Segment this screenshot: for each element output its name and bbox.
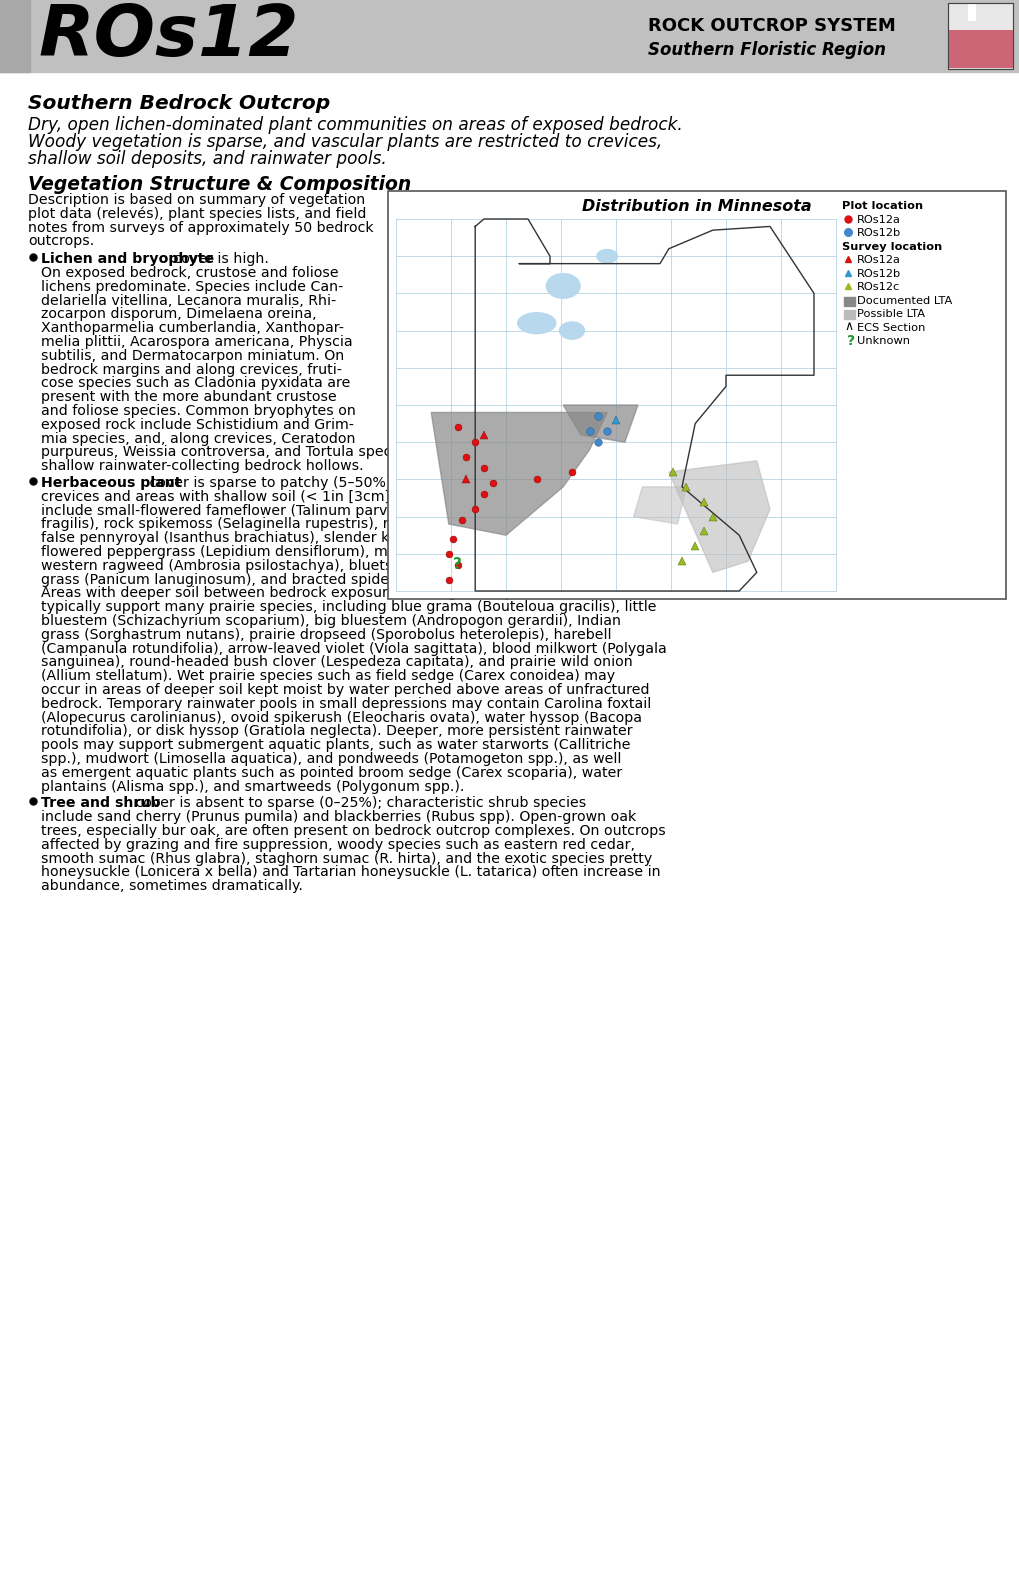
Text: mia species, and, along crevices, Ceratodon: mia species, and, along crevices, Cerato…: [41, 432, 356, 445]
Ellipse shape: [558, 322, 585, 339]
Bar: [0, 0, 1019, 73]
Text: false pennyroyal (Isanthus brachiatus), slender knotweed (Polygonum tenue), gree: false pennyroyal (Isanthus brachiatus), …: [41, 532, 645, 546]
Text: Lichen and bryophyte: Lichen and bryophyte: [41, 252, 214, 267]
Text: ROs12c: ROs12c: [856, 282, 900, 292]
Text: zocarpon disporum, Dimelaena oreina,: zocarpon disporum, Dimelaena oreina,: [41, 308, 316, 322]
Text: Documented LTA: Documented LTA: [856, 295, 952, 306]
Text: Plot location: Plot location: [841, 200, 922, 211]
Text: ECS Section: ECS Section: [856, 322, 924, 333]
Text: ROs12a: ROs12a: [856, 256, 900, 265]
Text: smooth sumac (Rhus glabra), staghorn sumac (R. hirta), and the exotic species pr: smooth sumac (Rhus glabra), staghorn sum…: [41, 852, 651, 866]
Bar: [967, 3, 975, 21]
Text: spp.), mudwort (Limosella aquatica), and pondweeds (Potamogeton spp.), as well: spp.), mudwort (Limosella aquatica), and…: [41, 753, 621, 765]
Text: Dry, open lichen-dominated plant communities on areas of exposed bedrock.: Dry, open lichen-dominated plant communi…: [28, 117, 682, 134]
Text: Description is based on summary of vegetation: Description is based on summary of veget…: [28, 193, 365, 207]
Text: western ragweed (Ambrosia psilostachya), bluets (Hedyotis longifolia), hairy pan: western ragweed (Ambrosia psilostachya),…: [41, 559, 628, 573]
Bar: [947, 3, 1012, 69]
Polygon shape: [668, 461, 769, 573]
Text: cover is absent to sparse (0–25%); characteristic shrub species: cover is absent to sparse (0–25%); chara…: [130, 797, 586, 811]
Text: lichens predominate. Species include Can-: lichens predominate. Species include Can…: [41, 279, 343, 294]
Text: ?: ?: [846, 335, 854, 349]
Text: cover is high.: cover is high.: [169, 252, 269, 267]
Text: bedrock. Temporary rainwater pools in small depressions may contain Carolina fox: bedrock. Temporary rainwater pools in sm…: [41, 697, 650, 710]
Text: Unknown: Unknown: [856, 336, 909, 346]
Text: Possible LTA: Possible LTA: [856, 309, 924, 319]
Text: fragilis), rock spikemoss (Selaginella rupestris), rusty woodsia (Woodsia ilvens: fragilis), rock spikemoss (Selaginella r…: [41, 518, 619, 532]
Text: Woody vegetation is sparse, and vascular plants are restricted to crevices,: Woody vegetation is sparse, and vascular…: [28, 133, 661, 151]
Text: Tree and shrub: Tree and shrub: [41, 797, 160, 811]
Text: abundance, sometimes dramatically.: abundance, sometimes dramatically.: [41, 879, 303, 893]
Text: (Campanula rotundifolia), arrow-leaved violet (Viola sagittata), blood milkwort : (Campanula rotundifolia), arrow-leaved v…: [41, 642, 666, 655]
Bar: [843, 309, 854, 319]
Text: occur in areas of deeper soil kept moist by water perched above areas of unfract: occur in areas of deeper soil kept moist…: [41, 683, 649, 697]
Text: trees, especially bur oak, are often present on bedrock outcrop complexes. On ou: trees, especially bur oak, are often pre…: [41, 824, 665, 838]
Text: and foliose species. Common bryophytes on: and foliose species. Common bryophytes o…: [41, 404, 356, 418]
Text: ROCK OUTCROP SYSTEM: ROCK OUTCROP SYSTEM: [647, 17, 895, 35]
Text: shallow soil deposits, and rainwater pools.: shallow soil deposits, and rainwater poo…: [28, 150, 386, 167]
Text: typically support many prairie species, including blue grama (Bouteloua gracilis: typically support many prairie species, …: [41, 600, 656, 614]
Text: exposed rock include Schistidium and Grim-: exposed rock include Schistidium and Gri…: [41, 418, 354, 432]
Text: cover is sparse to patchy (5–50%); characteristic species in: cover is sparse to patchy (5–50%); chara…: [145, 477, 573, 491]
Text: ROs12b: ROs12b: [856, 268, 901, 278]
Text: bluestem (Schizachyrium scoparium), big bluestem (Andropogon gerardii), Indian: bluestem (Schizachyrium scoparium), big …: [41, 614, 621, 628]
Text: include sand cherry (Prunus pumila) and blackberries (Rubus spp). Open-grown oak: include sand cherry (Prunus pumila) and …: [41, 810, 636, 824]
Bar: [387, 191, 1005, 600]
Text: Areas with deeper soil between bedrock exposures have greater plant biomass and: Areas with deeper soil between bedrock e…: [41, 587, 635, 600]
Polygon shape: [431, 412, 606, 535]
Text: subtilis, and Dermatocarpon miniatum. On: subtilis, and Dermatocarpon miniatum. On: [41, 349, 344, 363]
Text: Xanthoparmelia cumberlandia, Xanthopar-: Xanthoparmelia cumberlandia, Xanthopar-: [41, 322, 343, 335]
Text: purpureus, Weissia controversa, and Tortula species. Mosses often form carpets i: purpureus, Weissia controversa, and Tort…: [41, 445, 626, 459]
Text: as emergent aquatic plants such as pointed broom sedge (Carex scoparia), water: as emergent aquatic plants such as point…: [41, 765, 622, 780]
Text: Distribution in Minnesota: Distribution in Minnesota: [582, 199, 811, 215]
Ellipse shape: [517, 312, 556, 335]
Text: sanguinea), round-headed bush clover (Lespedeza capitata), and prairie wild onio: sanguinea), round-headed bush clover (Le…: [41, 655, 632, 669]
Text: ROs12: ROs12: [38, 2, 299, 71]
Text: pools may support submergent aquatic plants, such as water starworts (Callitrich: pools may support submergent aquatic pla…: [41, 739, 630, 753]
Bar: [947, 3, 1012, 69]
Text: Southern Floristic Region: Southern Floristic Region: [647, 41, 886, 60]
Text: On exposed bedrock, crustose and foliose: On exposed bedrock, crustose and foliose: [41, 267, 338, 279]
Text: grass (Sorghastrum nutans), prairie dropseed (Sporobolus heterolepis), harebell: grass (Sorghastrum nutans), prairie drop…: [41, 628, 611, 642]
Ellipse shape: [596, 249, 618, 264]
Text: present with the more abundant crustose: present with the more abundant crustose: [41, 390, 336, 404]
Text: (Alopecurus carolinianus), ovoid spikerush (Eleocharis ovata), water hyssop (Bac: (Alopecurus carolinianus), ovoid spikeru…: [41, 710, 641, 724]
Text: ∧: ∧: [843, 320, 852, 333]
Text: include small-flowered fameflower (Talinum parviflorum), brittle prickly pear (O: include small-flowered fameflower (Talin…: [41, 503, 649, 518]
Text: melia plittii, Acarospora americana, Physcia: melia plittii, Acarospora americana, Phy…: [41, 335, 353, 349]
Text: shallow rainwater-collecting bedrock hollows.: shallow rainwater-collecting bedrock hol…: [41, 459, 363, 473]
Text: Herbaceous plant: Herbaceous plant: [41, 477, 181, 491]
Bar: [843, 297, 854, 306]
Text: flowered peppergrass (Lepidium densiflorum), mock pennyroyal (Hedeoma hispida),: flowered peppergrass (Lepidium densiflor…: [41, 544, 640, 559]
Bar: [947, 30, 1012, 68]
Text: grass (Panicum lanuginosum), and bracted spiderwort (Tradescantia bracteata).: grass (Panicum lanuginosum), and bracted…: [41, 573, 609, 587]
Bar: [0, 0, 30, 73]
Text: Southern Bedrock Outcrop: Southern Bedrock Outcrop: [28, 95, 330, 114]
Polygon shape: [562, 406, 637, 442]
Ellipse shape: [545, 273, 580, 298]
Text: delariella vitellina, Lecanora muralis, Rhi-: delariella vitellina, Lecanora muralis, …: [41, 294, 336, 308]
Text: ROs12a: ROs12a: [856, 215, 900, 224]
Text: ?: ?: [452, 557, 462, 573]
Text: Survey location: Survey location: [841, 241, 942, 251]
Text: (Allium stellatum). Wet prairie species such as field sedge (Carex conoidea) may: (Allium stellatum). Wet prairie species …: [41, 669, 614, 683]
Text: bedrock margins and along crevices, fruti-: bedrock margins and along crevices, frut…: [41, 363, 341, 377]
Text: outcrops.: outcrops.: [28, 235, 94, 248]
Text: plot data (relevés), plant species lists, and field: plot data (relevés), plant species lists…: [28, 207, 366, 221]
Text: plantains (Alisma spp.), and smartweeds (Polygonum spp.).: plantains (Alisma spp.), and smartweeds …: [41, 780, 464, 794]
Text: notes from surveys of approximately 50 bedrock: notes from surveys of approximately 50 b…: [28, 221, 373, 235]
Polygon shape: [633, 488, 686, 524]
Text: cose species such as Cladonia pyxidata are: cose species such as Cladonia pyxidata a…: [41, 377, 351, 390]
Text: Vegetation Structure & Composition: Vegetation Structure & Composition: [28, 175, 411, 194]
Text: affected by grazing and fire suppression, woody species such as eastern red ceda: affected by grazing and fire suppression…: [41, 838, 635, 852]
Text: rotundifolia), or disk hyssop (Gratiola neglecta). Deeper, more persistent rainw: rotundifolia), or disk hyssop (Gratiola …: [41, 724, 632, 739]
Text: crevices and areas with shallow soil (< 1in [3cm] deep), where plant biomass is : crevices and areas with shallow soil (< …: [41, 489, 641, 503]
Text: ROs12b: ROs12b: [856, 227, 901, 238]
Bar: [395, 219, 836, 592]
Text: honeysuckle (Lonicera x bella) and Tartarian honeysuckle (L. tatarica) often inc: honeysuckle (Lonicera x bella) and Tarta…: [41, 865, 660, 879]
